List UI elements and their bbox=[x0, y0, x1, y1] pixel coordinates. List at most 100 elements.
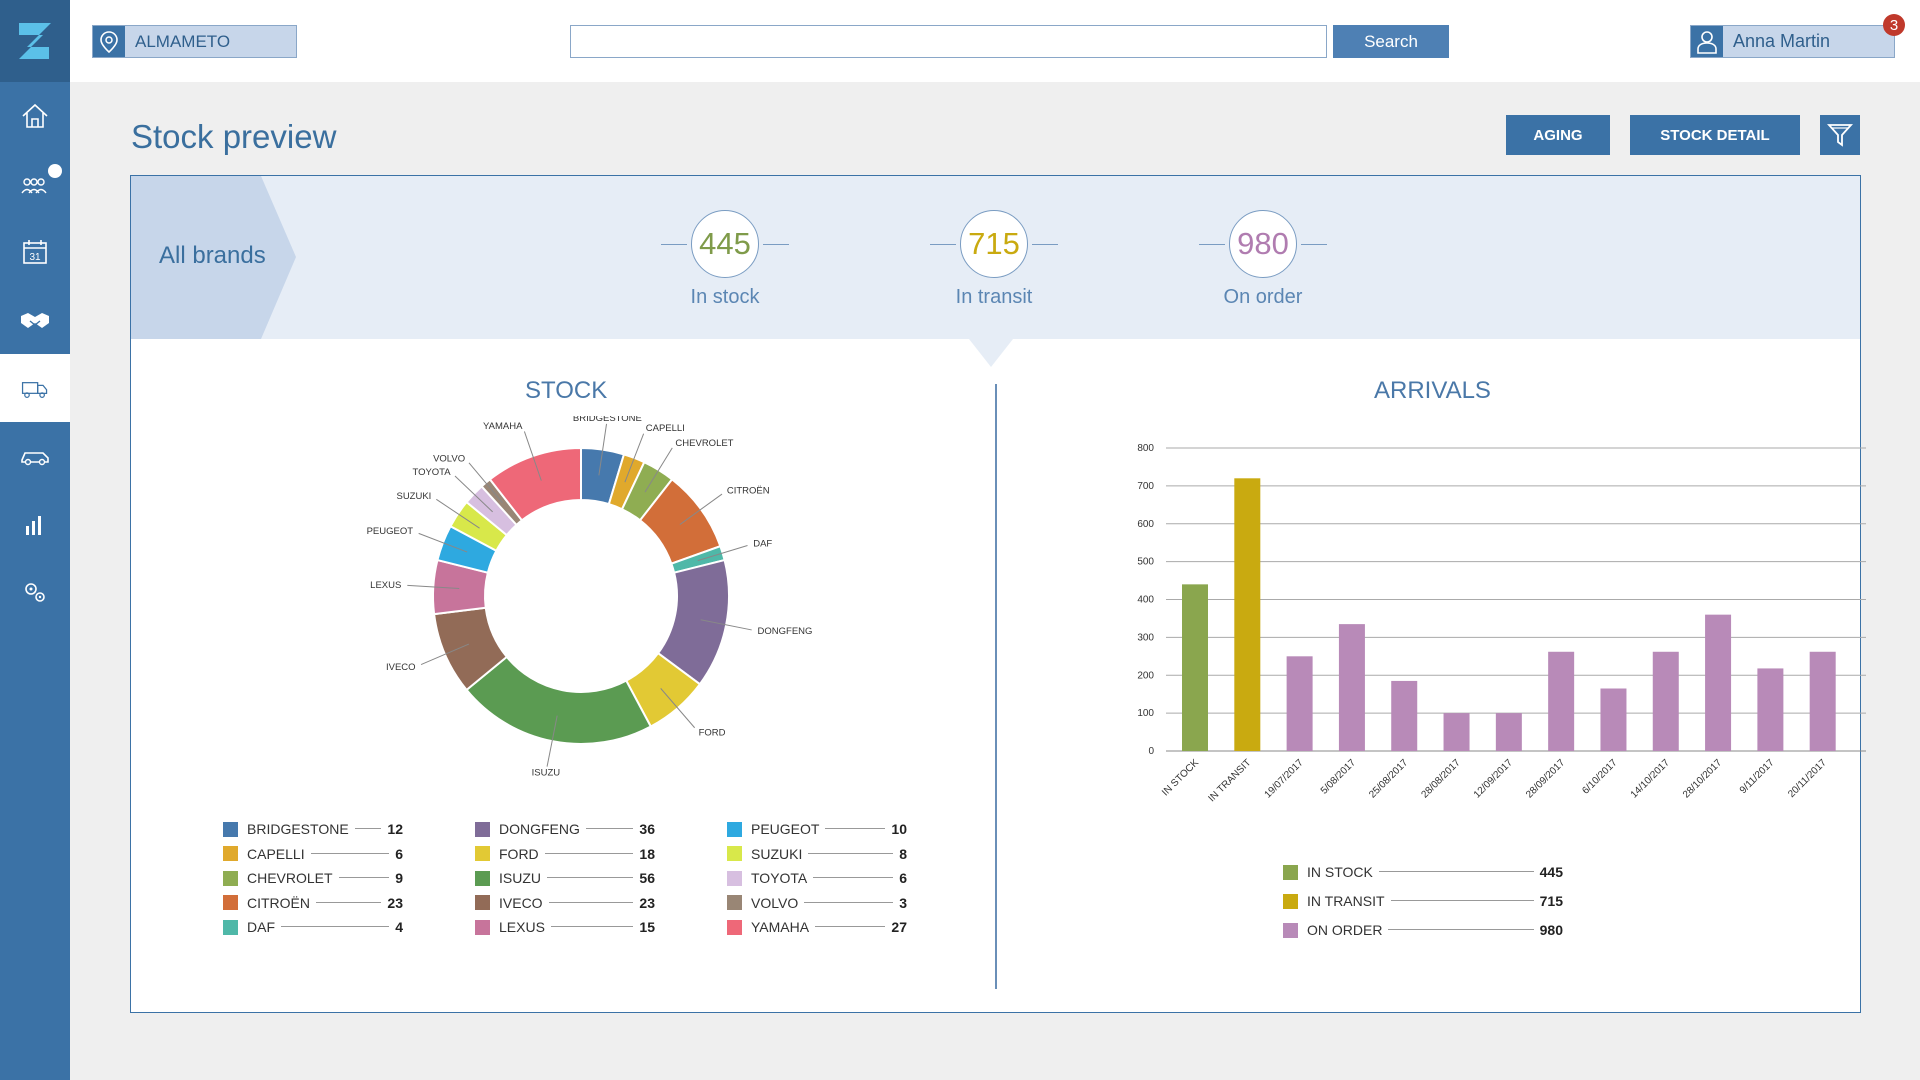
legend-swatch bbox=[1283, 893, 1298, 909]
sidebar-item-stock[interactable] bbox=[0, 354, 70, 422]
donut-leader-line bbox=[436, 498, 480, 529]
kpi-line-left bbox=[1199, 244, 1225, 245]
arrivals-legend-item[interactable]: ON ORDER 980 bbox=[1283, 922, 1563, 938]
app-logo[interactable] bbox=[0, 0, 70, 82]
x-tick-label: 9/11/2017 bbox=[1738, 757, 1777, 796]
filter-button[interactable] bbox=[1820, 115, 1860, 155]
brand-filter-label[interactable]: All brands bbox=[159, 242, 266, 269]
search-input[interactable] bbox=[570, 25, 1327, 58]
stock-legend-item[interactable]: YAMAHA 27 bbox=[727, 919, 907, 935]
bar-9[interactable] bbox=[1652, 651, 1679, 751]
stock-detail-button[interactable]: STOCK DETAIL bbox=[1630, 115, 1800, 155]
bar-7[interactable] bbox=[1548, 651, 1575, 751]
kpi-in-transit: 715 In transit bbox=[930, 210, 1058, 309]
legend-swatch bbox=[223, 870, 238, 886]
stock-legend-item[interactable]: ISUZU 56 bbox=[475, 870, 655, 886]
donut-label: ISUZU bbox=[532, 768, 561, 776]
legend-leader bbox=[815, 919, 886, 927]
y-tick-label: 400 bbox=[1137, 595, 1154, 606]
legend-value: 15 bbox=[639, 919, 655, 935]
stock-legend-item[interactable]: LEXUS 15 bbox=[475, 919, 655, 935]
donut-leader-line bbox=[598, 423, 608, 476]
legend-label: PEUGEOT bbox=[751, 821, 820, 837]
brand-chevron[interactable] bbox=[131, 176, 296, 339]
bar-10[interactable] bbox=[1705, 614, 1732, 751]
stock-legend-item[interactable]: DONGFENG 36 bbox=[475, 821, 655, 837]
legend-value: 27 bbox=[891, 919, 907, 935]
location-selector[interactable]: ALMAMETO bbox=[92, 25, 297, 58]
legend-value: 8 bbox=[899, 845, 907, 862]
user-menu[interactable]: Anna Martin bbox=[1690, 25, 1895, 58]
bar-chart-icon bbox=[26, 516, 41, 535]
donut-label: CHEVROLET bbox=[675, 438, 733, 449]
legend-leader bbox=[1388, 922, 1534, 930]
x-tick-label: 14/10/2017 bbox=[1629, 757, 1672, 800]
sidebar-item-vehicles[interactable] bbox=[0, 422, 70, 490]
legend-label: TOYOTA bbox=[751, 870, 808, 886]
stock-legend-item[interactable]: VOLVO 3 bbox=[727, 895, 907, 911]
bar-12[interactable] bbox=[1809, 651, 1836, 751]
legend-label: BRIDGESTONE bbox=[247, 821, 349, 837]
legend-leader bbox=[550, 919, 634, 927]
kpi-on-order-label: On order bbox=[1223, 286, 1303, 308]
kpi-line-right bbox=[763, 244, 789, 245]
x-tick-label: 19/07/2017 bbox=[1263, 757, 1306, 800]
stock-legend-item[interactable]: FORD 18 bbox=[475, 846, 655, 862]
bar-6[interactable] bbox=[1495, 713, 1522, 751]
arrivals-legend-item[interactable]: IN TRANSIT 715 bbox=[1283, 893, 1563, 909]
donut-label: IVECO bbox=[386, 662, 416, 673]
legend-value: 4 bbox=[395, 919, 403, 935]
donut-slice-yamaha[interactable] bbox=[488, 446, 582, 522]
notification-badge[interactable]: 3 bbox=[1883, 14, 1905, 36]
kpi-in-stock-label: In stock bbox=[690, 286, 760, 308]
sidebar: 31 bbox=[0, 0, 70, 1080]
sidebar-item-team[interactable] bbox=[0, 150, 70, 218]
donut-leader-line bbox=[546, 715, 558, 767]
legend-swatch bbox=[223, 895, 238, 910]
stock-legend-item[interactable]: DAF 4 bbox=[223, 919, 403, 935]
legend-swatch bbox=[475, 919, 490, 935]
legend-leader bbox=[1378, 864, 1534, 872]
stock-legend-item[interactable]: CHEVROLET 9 bbox=[223, 870, 403, 886]
legend-leader bbox=[825, 821, 886, 829]
stock-legend-item[interactable]: IVECO 23 bbox=[475, 895, 655, 911]
bar-8[interactable] bbox=[1600, 688, 1627, 751]
stock-legend-item[interactable]: CITROËN 23 bbox=[223, 895, 403, 911]
logo-icon bbox=[19, 23, 51, 59]
page-title: Stock preview bbox=[131, 118, 337, 155]
filter-icon bbox=[1827, 124, 1853, 147]
donut-slice-isuzu[interactable] bbox=[465, 655, 653, 745]
sidebar-item-reports[interactable] bbox=[0, 490, 70, 558]
bar-3[interactable] bbox=[1338, 624, 1365, 751]
home-icon bbox=[22, 103, 48, 128]
stock-legend-item[interactable]: CAPELLI 6 bbox=[223, 846, 403, 862]
sidebar-item-calendar[interactable]: 31 bbox=[0, 218, 70, 286]
y-tick-label: 0 bbox=[1148, 746, 1154, 757]
stock-legend-item[interactable]: SUZUKI 8 bbox=[727, 846, 907, 862]
donut-label: DAF bbox=[753, 539, 772, 550]
stock-legend-item[interactable]: TOYOTA 6 bbox=[727, 870, 907, 886]
bar-5[interactable] bbox=[1443, 713, 1470, 751]
bar-0[interactable] bbox=[1182, 584, 1208, 751]
bar-1[interactable] bbox=[1234, 478, 1261, 751]
sidebar-item-settings[interactable] bbox=[0, 558, 70, 626]
legend-value: 23 bbox=[387, 894, 403, 911]
kpi-in-stock: 445 In stock bbox=[661, 210, 789, 309]
search-button[interactable]: Search bbox=[1333, 25, 1449, 58]
kpi-line-right bbox=[1032, 244, 1058, 245]
sidebar-item-home[interactable] bbox=[0, 82, 70, 150]
aging-button[interactable]: AGING bbox=[1506, 115, 1610, 155]
legend-label: DAF bbox=[247, 919, 275, 935]
bar-2[interactable] bbox=[1286, 656, 1313, 751]
donut-label: YAMAHA bbox=[483, 421, 523, 432]
arrivals-legend-item[interactable]: IN STOCK 445 bbox=[1283, 864, 1563, 880]
stock-legend-item[interactable]: BRIDGESTONE 12 bbox=[223, 821, 403, 837]
bar-11[interactable] bbox=[1757, 668, 1784, 751]
sidebar-item-deals[interactable] bbox=[0, 286, 70, 354]
legend-swatch bbox=[475, 846, 490, 861]
stock-legend-item[interactable]: PEUGEOT 10 bbox=[727, 821, 907, 837]
summary-pointer bbox=[969, 339, 1013, 367]
legend-leader bbox=[804, 895, 894, 903]
bar-4[interactable] bbox=[1391, 680, 1418, 751]
donut-leader-line bbox=[644, 447, 673, 493]
